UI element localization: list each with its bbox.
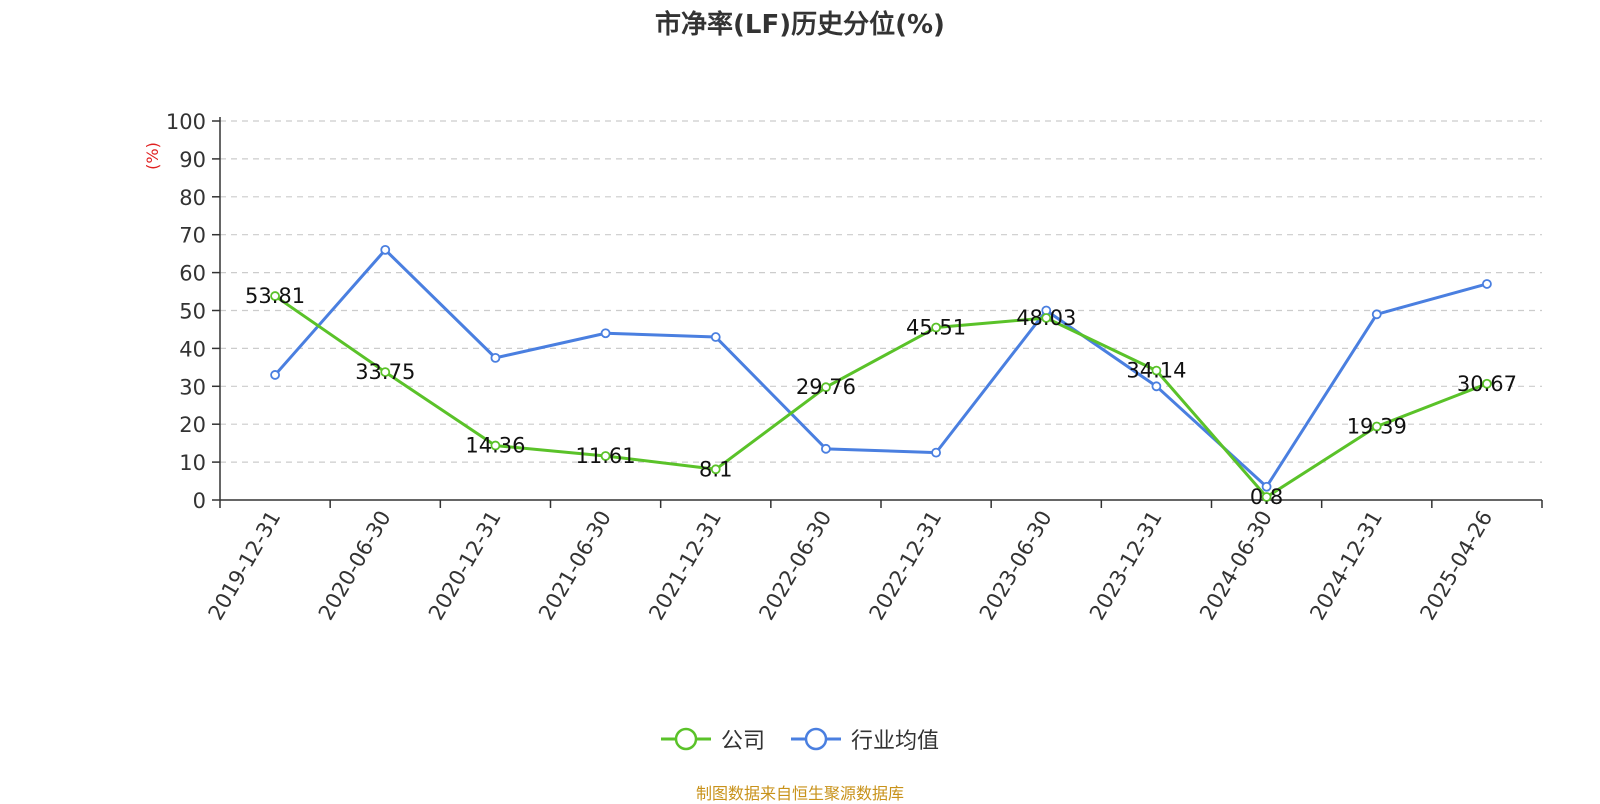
industry-point: [931, 447, 941, 458]
industry-point: [710, 332, 721, 342]
industry-point: [1482, 279, 1492, 289]
industry-point: [1151, 381, 1162, 392]
x-tick-label: 2024-06-30: [1195, 507, 1277, 625]
grid-lines: [220, 120, 1542, 463]
industry-point: [821, 443, 831, 454]
series: [270, 244, 1492, 502]
chart-title: 市净率(LF)历史分位(%): [655, 10, 945, 40]
x-tick-label: 2022-12-31: [865, 506, 947, 624]
x-tick-label: 2025-04-26: [1415, 507, 1497, 625]
y-tick-label: 90: [179, 148, 206, 172]
y-tick-label: 100: [166, 110, 206, 134]
x-tick-label: 2021-12-31: [644, 507, 726, 625]
industry-point: [490, 352, 501, 363]
legend: 公司 行业均值: [0, 722, 1600, 756]
industry-point: [1261, 481, 1272, 492]
data-label: 11.61: [576, 444, 636, 468]
y-tick-label: 60: [179, 262, 206, 286]
data-label: 30.67: [1457, 372, 1517, 396]
y-tick-label: 10: [179, 451, 206, 475]
data-label: 19.39: [1347, 415, 1407, 439]
legend-item-company[interactable]: 公司: [660, 723, 765, 755]
legend-item-industry[interactable]: 行业均值: [791, 723, 939, 755]
company-point: [270, 291, 280, 301]
company-point: [380, 367, 391, 377]
data-labels: 53.81 33.75 14.36 11.61 8.1 29.76 45.51 48.03 34…: [245, 284, 1517, 509]
y-axis-unit-label: (%): [143, 142, 162, 170]
data-label: 0.8: [1250, 485, 1283, 509]
company-point: [1482, 378, 1492, 389]
company-point: [1041, 313, 1052, 323]
company-point: [1151, 365, 1162, 376]
y-tick-label: 50: [179, 300, 206, 324]
company-point: [931, 322, 941, 333]
x-tick-label: 2020-12-31: [424, 506, 506, 624]
legend-industry-icon: [791, 727, 841, 751]
x-tick-label: 2023-12-31: [1085, 507, 1167, 625]
data-label: 34.14: [1126, 359, 1186, 383]
company-point: [490, 440, 501, 451]
data-label: 48.03: [1016, 306, 1076, 330]
data-label: 53.81: [245, 284, 305, 308]
legend-company-label: 公司: [720, 729, 765, 754]
data-label: 14.36: [465, 434, 525, 458]
x-tick-label: 2023-06-30: [975, 507, 1057, 625]
legend-industry-label: 行业均值: [851, 729, 940, 754]
x-tick-label: 2022-06-30: [754, 507, 836, 625]
y-tick-label: 70: [179, 224, 206, 248]
series-line-industry: [273, 248, 1488, 489]
x-tick-label: 2019-12-31: [204, 507, 286, 625]
source-note: 制图数据来自恒生聚源数据库: [695, 784, 904, 803]
y-tick-label: 80: [179, 186, 206, 210]
data-label: 45.51: [906, 316, 966, 340]
data-label: 8.1: [699, 457, 732, 481]
x-tick-label: 2020-06-30: [314, 507, 396, 625]
y-tick-label: 0: [193, 489, 206, 513]
y-tick-label: 30: [179, 375, 206, 399]
company-point: [600, 451, 611, 461]
company-point: [821, 382, 831, 393]
industry-point: [270, 370, 280, 380]
legend-company-icon: [660, 727, 711, 751]
x-tick-label: 2024-12-31: [1305, 507, 1387, 625]
x-tick-label: 2021-06-30: [534, 507, 616, 625]
industry-point: [1371, 309, 1382, 320]
y-tick-label: 40: [179, 337, 206, 361]
data-label: 33.75: [355, 360, 415, 384]
industry-point: [380, 244, 391, 255]
company-point: [1261, 492, 1272, 502]
data-label: 29.76: [796, 375, 856, 399]
y-tick-label: 20: [179, 413, 206, 437]
series-line-company: [274, 294, 1488, 499]
company-point: [710, 464, 721, 475]
industry-point: [600, 328, 611, 339]
company-point: [1371, 421, 1382, 432]
